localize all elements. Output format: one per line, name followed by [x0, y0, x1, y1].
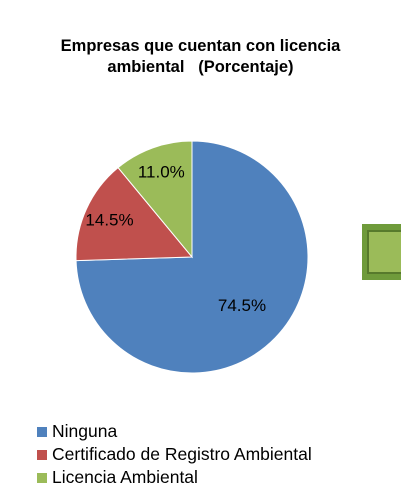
legend-label-1: Ninguna: [52, 421, 118, 441]
legend-label-3: Licencia Ambiental: [52, 467, 198, 487]
legend-label-2: Certificado de Registro Ambiental: [52, 444, 312, 464]
legend-swatch-3: [37, 472, 47, 483]
pie-slice-2: [75, 166, 194, 262]
pie-slices: [75, 140, 309, 374]
pie-slice-1: [75, 140, 309, 374]
pie-data-label-2: 14.5%: [85, 210, 133, 229]
legend-item-2: Certificado de Registro Ambiental: [37, 443, 312, 466]
legend: Ninguna Certificado de Registro Ambiental…: [37, 420, 312, 489]
pie-labels: 74.5% 14.5% 11.0%: [85, 162, 266, 315]
chart-title: Empresas que cuentan con licencia ambien…: [0, 36, 401, 78]
chart-title-line-2: ambiental (Porcentaje): [107, 58, 294, 76]
pie-data-label-3: 11.0%: [138, 162, 185, 181]
legend-item-3: Licencia Ambiental: [37, 466, 312, 489]
legend-item-1: Ninguna: [37, 420, 312, 443]
pie-data-label-1: 74.5%: [218, 296, 266, 315]
chart-title-line-1: Empresas que cuentan con licencia: [60, 37, 341, 55]
legend-swatch-2: [37, 449, 47, 460]
partial-green-box-inner: [367, 230, 401, 274]
partial-green-box: [362, 224, 401, 280]
legend-swatch-1: [37, 426, 47, 437]
pie-slice-3: [117, 140, 193, 259]
